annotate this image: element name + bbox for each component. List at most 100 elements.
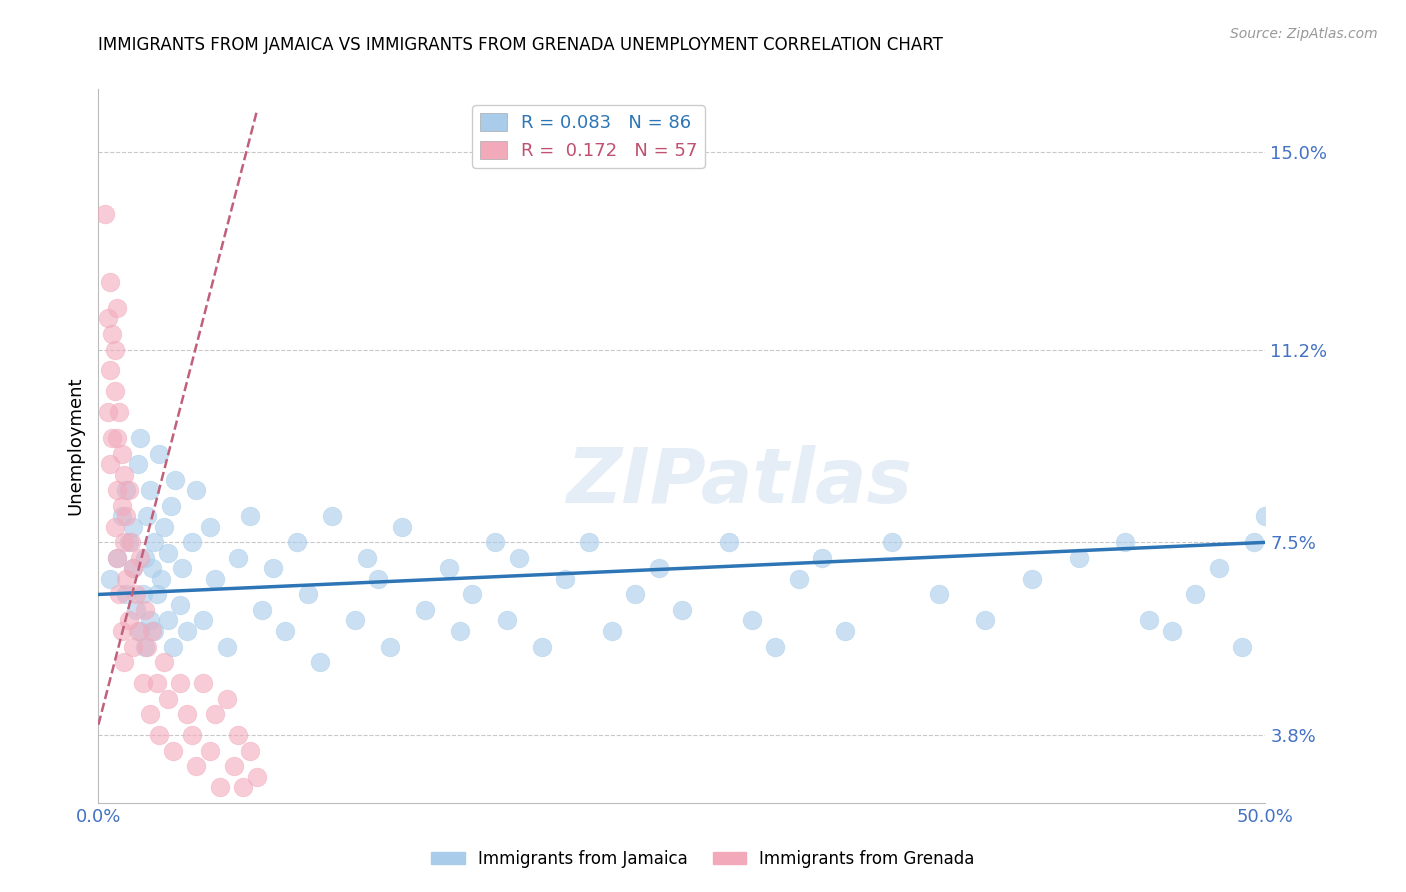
- Point: [578, 535, 600, 549]
- Point: [152, 655, 174, 669]
- Point: [127, 624, 149, 638]
- Point: [152, 520, 174, 534]
- Point: [380, 640, 402, 654]
- Text: IMMIGRANTS FROM JAMAICA VS IMMIGRANTS FROM GRENADA UNEMPLOYMENT CORRELATION CHAR: IMMIGRANTS FROM JAMAICA VS IMMIGRANTS FR…: [98, 36, 943, 54]
- Point: [98, 363, 121, 377]
- Point: [204, 707, 226, 722]
- Point: [624, 587, 647, 601]
- Point: [139, 483, 162, 498]
- Point: [1021, 572, 1043, 586]
- Point: [169, 598, 191, 612]
- Point: [115, 572, 138, 586]
- Point: [98, 457, 121, 471]
- Point: [172, 561, 194, 575]
- Point: [162, 640, 184, 654]
- Point: [1161, 624, 1184, 638]
- Point: [717, 535, 740, 549]
- Point: [344, 614, 367, 628]
- Point: [239, 509, 262, 524]
- Point: [787, 572, 810, 586]
- Point: [94, 207, 117, 221]
- Point: [1230, 640, 1253, 654]
- Point: [811, 551, 834, 566]
- Point: [1114, 535, 1136, 549]
- Point: [974, 614, 997, 628]
- Point: [134, 551, 156, 566]
- Point: [180, 728, 202, 742]
- Point: [391, 520, 413, 534]
- Point: [232, 780, 254, 794]
- Text: ZIPatlas: ZIPatlas: [567, 445, 914, 518]
- Point: [101, 326, 124, 341]
- Point: [200, 520, 222, 534]
- Point: [104, 343, 127, 357]
- Point: [132, 676, 155, 690]
- Point: [222, 759, 245, 773]
- Point: [136, 640, 159, 654]
- Point: [98, 275, 121, 289]
- Point: [413, 603, 436, 617]
- Point: [143, 535, 166, 549]
- Point: [169, 676, 191, 690]
- Point: [193, 614, 215, 628]
- Point: [129, 551, 152, 566]
- Legend: Immigrants from Jamaica, Immigrants from Grenada: Immigrants from Jamaica, Immigrants from…: [425, 844, 981, 875]
- Point: [246, 770, 269, 784]
- Point: [134, 640, 156, 654]
- Point: [1243, 535, 1265, 549]
- Point: [146, 587, 169, 601]
- Point: [127, 457, 149, 471]
- Point: [105, 483, 128, 498]
- Point: [129, 624, 152, 638]
- Point: [176, 707, 198, 722]
- Point: [285, 535, 308, 549]
- Point: [157, 614, 180, 628]
- Point: [1137, 614, 1160, 628]
- Point: [146, 676, 169, 690]
- Point: [200, 744, 222, 758]
- Point: [165, 473, 187, 487]
- Point: [105, 431, 128, 445]
- Point: [115, 483, 138, 498]
- Point: [1067, 551, 1090, 566]
- Point: [105, 551, 128, 566]
- Point: [108, 587, 131, 601]
- Point: [122, 520, 145, 534]
- Point: [461, 587, 484, 601]
- Legend: R = 0.083   N = 86, R =  0.172   N = 57: R = 0.083 N = 86, R = 0.172 N = 57: [472, 105, 704, 168]
- Point: [449, 624, 471, 638]
- Point: [101, 431, 124, 445]
- Point: [530, 640, 553, 654]
- Point: [143, 624, 166, 638]
- Point: [129, 431, 152, 445]
- Point: [122, 561, 145, 575]
- Point: [741, 614, 763, 628]
- Point: [508, 551, 530, 566]
- Point: [239, 744, 262, 758]
- Point: [228, 551, 250, 566]
- Point: [148, 447, 170, 461]
- Point: [600, 624, 623, 638]
- Point: [98, 572, 121, 586]
- Point: [111, 624, 134, 638]
- Point: [186, 483, 208, 498]
- Point: [111, 509, 134, 524]
- Point: [1254, 509, 1277, 524]
- Point: [104, 384, 127, 399]
- Point: [108, 405, 131, 419]
- Point: [262, 561, 284, 575]
- Point: [356, 551, 378, 566]
- Point: [122, 561, 145, 575]
- Point: [118, 614, 141, 628]
- Point: [120, 535, 142, 549]
- Point: [157, 691, 180, 706]
- Point: [125, 587, 148, 601]
- Point: [118, 535, 141, 549]
- Point: [484, 535, 506, 549]
- Point: [297, 587, 319, 601]
- Point: [215, 691, 238, 706]
- Point: [647, 561, 669, 575]
- Point: [159, 499, 181, 513]
- Point: [834, 624, 856, 638]
- Point: [671, 603, 693, 617]
